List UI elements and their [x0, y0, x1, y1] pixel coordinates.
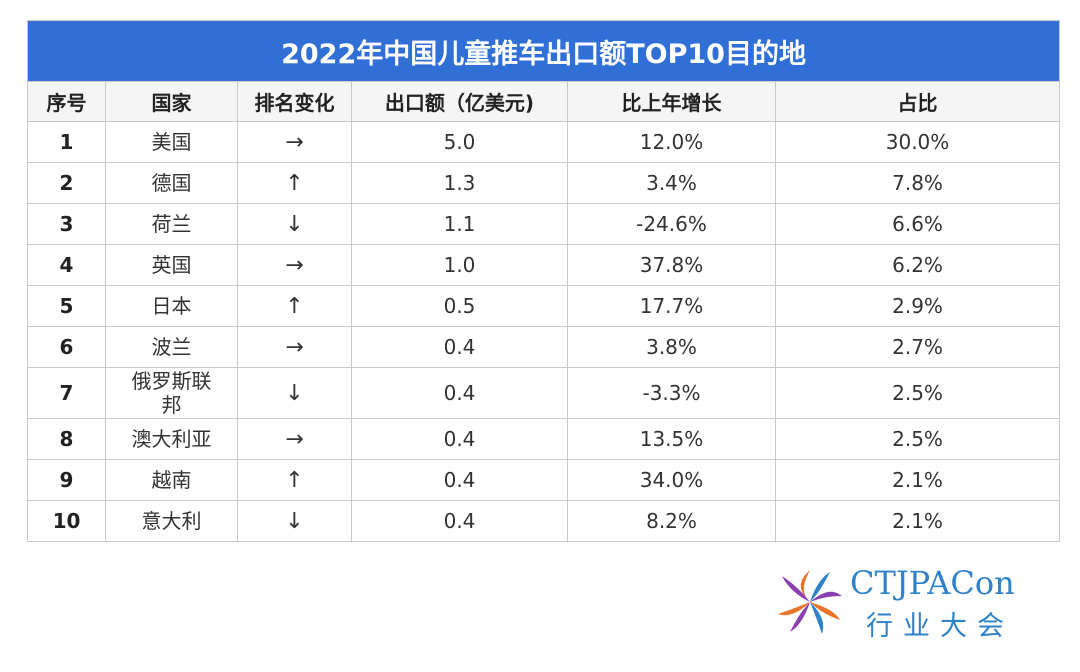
cell-share: 2.1%: [774, 500, 1061, 542]
cell-rank-change: →: [237, 418, 352, 460]
cell-rank: 3: [27, 203, 106, 245]
table-row: 5 日本 ↑ 0.5 17.7% 2.9%: [27, 285, 1061, 327]
cell-share: 2.1%: [774, 459, 1061, 501]
cell-growth: 37.8%: [567, 244, 776, 286]
export-table: 2022年中国儿童推车出口额TOP10目的地 序号 国家 排名变化 出口额（亿美…: [26, 20, 1061, 542]
cell-export-value: 0.4: [351, 326, 568, 368]
cell-rank-change: ↑: [237, 162, 352, 204]
table-row: 8 澳大利亚 → 0.4 13.5% 2.5%: [27, 418, 1061, 460]
cell-rank: 6: [27, 326, 106, 368]
cell-export-value: 0.4: [351, 500, 568, 542]
logo-text-cn: 行业大会: [866, 611, 1014, 642]
cell-rank-change: ↑: [237, 459, 352, 501]
cell-rank-change: ↑: [237, 285, 352, 327]
cell-export-value: 5.0: [351, 121, 568, 163]
cell-share: 2.5%: [774, 367, 1061, 419]
cell-country: 俄罗斯联 邦: [105, 367, 238, 419]
cell-growth: 12.0%: [567, 121, 776, 163]
table-row: 2 德国 ↑ 1.3 3.4% 7.8%: [27, 162, 1061, 204]
cell-rank: 4: [27, 244, 106, 286]
header-growth: 比上年增长: [567, 81, 776, 122]
pinwheel-logo-icon: [778, 570, 842, 634]
cell-export-value: 0.5: [351, 285, 568, 327]
cell-rank-change: →: [237, 244, 352, 286]
cell-country: 德国: [105, 162, 238, 204]
cell-rank-change: ↓: [237, 367, 352, 419]
header-rank: 序号: [27, 81, 106, 122]
header-export-value: 出口额（亿美元): [351, 81, 568, 122]
data-table-container: 2022年中国儿童推车出口额TOP10目的地 序号 国家 排名变化 出口额（亿美…: [26, 20, 1061, 542]
cell-growth: 13.5%: [567, 418, 776, 460]
cell-share: 2.7%: [774, 326, 1061, 368]
table-row: 1 美国 → 5.0 12.0% 30.0%: [27, 121, 1061, 163]
cell-country: 越南: [105, 459, 238, 501]
cell-growth: -24.6%: [567, 203, 776, 245]
cell-country: 美国: [105, 121, 238, 163]
cell-growth: 17.7%: [567, 285, 776, 327]
cell-rank: 7: [27, 367, 106, 419]
table-row: 4 英国 → 1.0 37.8% 6.2%: [27, 244, 1061, 286]
cell-share: 2.9%: [774, 285, 1061, 327]
cell-share: 2.5%: [774, 418, 1061, 460]
cell-rank-change: ↓: [237, 203, 352, 245]
cell-country: 荷兰: [105, 203, 238, 245]
cell-rank-change: →: [237, 121, 352, 163]
cell-rank: 2: [27, 162, 106, 204]
cell-growth: 8.2%: [567, 500, 776, 542]
cell-share: 7.8%: [774, 162, 1061, 204]
cell-export-value: 0.4: [351, 418, 568, 460]
header-country: 国家: [105, 81, 238, 122]
cell-country: 英国: [105, 244, 238, 286]
cell-export-value: 1.1: [351, 203, 568, 245]
cell-share: 6.2%: [774, 244, 1061, 286]
cell-rank-change: ↓: [237, 500, 352, 542]
table-row: 10 意大利 ↓ 0.4 8.2% 2.1%: [27, 500, 1061, 542]
cell-growth: 34.0%: [567, 459, 776, 501]
cell-export-value: 0.4: [351, 367, 568, 419]
header-rank-change: 排名变化: [237, 81, 352, 122]
cell-export-value: 0.4: [351, 459, 568, 501]
table-row: 9 越南 ↑ 0.4 34.0% 2.1%: [27, 459, 1061, 501]
cell-share: 6.6%: [774, 203, 1061, 245]
table-row: 7 俄罗斯联 邦 ↓ 0.4 -3.3% 2.5%: [27, 367, 1061, 419]
logo-text-en: CTJPACon: [850, 564, 1015, 602]
cell-country: 意大利: [105, 500, 238, 542]
table-row: 3 荷兰 ↓ 1.1 -24.6% 6.6%: [27, 203, 1061, 245]
ctjpacon-logo: CTJPACon 行业大会: [770, 562, 1050, 642]
cell-country: 澳大利亚: [105, 418, 238, 460]
cell-rank: 10: [27, 500, 106, 542]
table-title: 2022年中国儿童推车出口额TOP10目的地: [26, 20, 1061, 82]
cell-growth: 3.4%: [567, 162, 776, 204]
cell-export-value: 1.0: [351, 244, 568, 286]
cell-country: 日本: [105, 285, 238, 327]
cell-rank: 1: [27, 121, 106, 163]
header-row: 序号 国家 排名变化 出口额（亿美元) 比上年增长 占比: [27, 81, 1061, 122]
cell-export-value: 1.3: [351, 162, 568, 204]
cell-growth: -3.3%: [567, 367, 776, 419]
cell-share: 30.0%: [774, 121, 1061, 163]
cell-growth: 3.8%: [567, 326, 776, 368]
header-share: 占比: [774, 81, 1061, 122]
cell-rank: 9: [27, 459, 106, 501]
cell-rank: 8: [27, 418, 106, 460]
cell-country: 波兰: [105, 326, 238, 368]
table-row: 6 波兰 → 0.4 3.8% 2.7%: [27, 326, 1061, 368]
cell-rank: 5: [27, 285, 106, 327]
cell-rank-change: →: [237, 326, 352, 368]
